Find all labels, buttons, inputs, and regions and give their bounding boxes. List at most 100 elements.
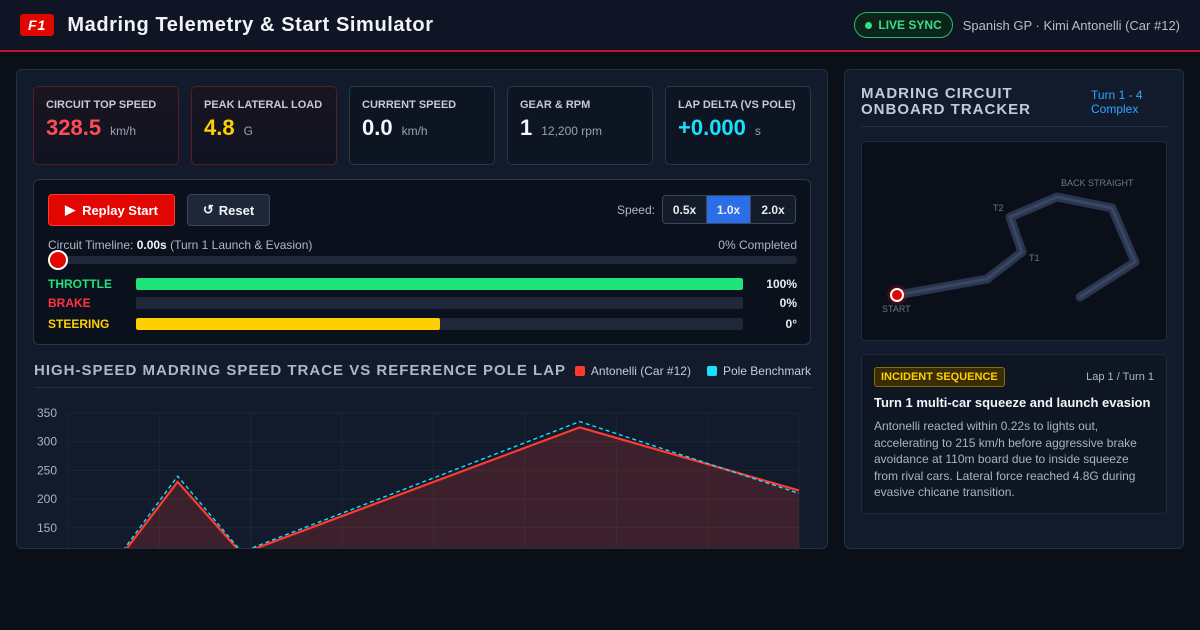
stat-lap-delta: LAP DELTA (VS POLE) +0.000 s: [665, 86, 811, 165]
reset-icon: ↺: [202, 202, 214, 217]
speed-option-1-0x[interactable]: 1.0x: [707, 196, 751, 223]
circuit-map-svg: START T1 T2 BACK STRAIGHT: [882, 178, 1140, 314]
throttle-fill: [136, 278, 743, 290]
stat-value: 328.5: [46, 115, 102, 140]
timeline-thumb[interactable]: [48, 250, 68, 270]
page-title: Madring Telemetry & Start Simulator: [67, 13, 434, 36]
incident-card: INCIDENT SEQUENCE Lap 1 / Turn 1 Turn 1 …: [861, 354, 1167, 514]
y-tick-label: 250: [37, 463, 57, 477]
back-straight-label: BACK STRAIGHT: [1061, 178, 1134, 188]
series-line-pole: [123, 420, 800, 548]
timeline-prefix: Circuit Timeline:: [48, 238, 134, 252]
speed-option-2-0x[interactable]: 2.0x: [751, 196, 795, 223]
live-sync-label: LIVE SYNC: [878, 18, 942, 32]
f1-logo: F1: [20, 14, 55, 36]
brake-track: [136, 297, 743, 309]
y-tick-label: 200: [37, 492, 57, 506]
circuit-map: START T1 T2 BACK STRAIGHT: [861, 141, 1167, 341]
turn-complex-link[interactable]: Turn 1 - 4 Complex: [1091, 88, 1143, 116]
steering-value: 0°: [785, 317, 797, 331]
incident-tag: INCIDENT SEQUENCE: [874, 367, 1005, 387]
stat-value: 1: [520, 115, 533, 140]
reset-label: Reset: [218, 202, 255, 218]
stat-label: CURRENT SPEED: [362, 99, 457, 111]
session-info: Spanish GP · Kimi Antonelli (Car #12): [962, 17, 1180, 33]
legend-swatch: [574, 366, 585, 376]
legend-label: Pole Benchmark: [722, 364, 811, 378]
timeline-slider[interactable]: [48, 250, 797, 270]
stat-unit: G: [243, 124, 253, 138]
stat-top-speed: CIRCUIT TOP SPEED 328.5 km/h: [33, 86, 179, 165]
stat-value: 0.0: [362, 115, 393, 140]
legend-pole: Pole Benchmark: [706, 364, 811, 378]
steering-track: [136, 318, 743, 330]
stat-label: LAP DELTA (VS POLE): [678, 99, 796, 111]
stat-unit: 12,200 rpm: [541, 124, 602, 138]
t1-label: T1: [1029, 253, 1040, 263]
stat-current-speed: CURRENT SPEED 0.0 km/h: [349, 86, 495, 165]
throttle-value: 100%: [766, 277, 797, 291]
timeline-completed: 0% Completed: [718, 238, 797, 252]
brake-value: 0%: [779, 296, 797, 310]
throttle-row: THROTTLE 100%: [48, 277, 797, 291]
simulator-controls: ▶ Replay Start ↺ Reset Speed: 0.5x 1.0x …: [33, 179, 811, 345]
y-tick-label: 350: [37, 406, 57, 420]
chart-legend: Antonelli (Car #12) Pole Benchmark: [574, 364, 811, 378]
stat-unit: s: [754, 124, 761, 138]
throttle-track: [136, 278, 743, 290]
stat-unit: km/h: [401, 124, 428, 138]
series-line-antonelli: [125, 426, 800, 548]
y-tick-label: 300: [37, 435, 57, 449]
app-header: F1 Madring Telemetry & Start Simulator L…: [0, 0, 1200, 52]
telemetry-panel: CIRCUIT TOP SPEED 328.5 km/h PEAK LATERAL…: [16, 69, 828, 549]
stat-label: GEAR & RPM: [520, 99, 591, 111]
stat-value: +0.000: [678, 115, 746, 140]
trace-divider: [34, 387, 812, 388]
steering-row: STEERING 0°: [48, 317, 797, 331]
live-dot-icon: [865, 21, 873, 29]
speed-segmented-control: 0.5x 1.0x 2.0x: [662, 195, 796, 224]
track-outline: [892, 192, 1140, 302]
t2-label: T2: [993, 203, 1004, 213]
stat-lateral-load: PEAK LATERAL LOAD 4.8 G: [191, 86, 337, 165]
series-area-antonelli: [127, 427, 799, 548]
stat-gear-rpm: GEAR & RPM 1 12,200 rpm: [507, 86, 653, 165]
track-centerline: [895, 195, 1137, 299]
speed-trace-title: HIGH-SPEED MADRING SPEED TRACE VS REFERE…: [34, 362, 567, 379]
replay-start-button[interactable]: ▶ Replay Start: [48, 194, 175, 226]
live-sync-badge: LIVE SYNC: [854, 12, 953, 38]
brake-label: BRAKE: [48, 296, 91, 310]
timeline-time: 0.00s: [136, 238, 167, 252]
tracker-title: MADRING CIRCUIT ONBOARD TRACKER: [861, 85, 1031, 118]
brake-row: BRAKE 0%: [48, 296, 797, 310]
car-position-marker: [890, 288, 904, 302]
timeline-info: Circuit Timeline: 0.00s (Turn 1 Launch &…: [48, 238, 797, 252]
tracker-panel: MADRING CIRCUIT ONBOARD TRACKER Turn 1 -…: [844, 69, 1184, 549]
play-icon: ▶: [65, 202, 76, 217]
speed-label: Speed:: [616, 202, 655, 217]
throttle-label: THROTTLE: [48, 277, 112, 291]
stats-row: CIRCUIT TOP SPEED 328.5 km/h PEAK LATERAL…: [33, 86, 811, 165]
start-label: START: [882, 304, 911, 314]
stat-label: PEAK LATERAL LOAD: [204, 99, 323, 111]
incident-body: Antonelli reacted within 0.22s to lights…: [874, 419, 1137, 499]
speed-option-0-5x[interactable]: 0.5x: [663, 196, 707, 223]
speed-trace-chart: 150 200 250 300 350: [37, 406, 800, 548]
replay-label: Replay Start: [82, 202, 158, 218]
y-tick-label: 150: [37, 521, 57, 535]
steering-fill: [136, 318, 440, 330]
stat-value: 4.8: [204, 115, 235, 140]
legend-swatch: [706, 366, 717, 376]
timeline-note: (Turn 1 Launch & Evasion): [170, 238, 313, 252]
legend-antonelli: Antonelli (Car #12): [574, 364, 691, 378]
incident-lap: Lap 1 / Turn 1: [1086, 371, 1154, 383]
speed-selector: Speed: 0.5x 1.0x 2.0x: [617, 195, 796, 224]
stat-label: CIRCUIT TOP SPEED: [46, 99, 157, 111]
incident-heading: Turn 1 multi-car squeeze and launch evas…: [874, 395, 1151, 410]
steering-label: STEERING: [48, 317, 110, 331]
legend-label: Antonelli (Car #12): [590, 364, 691, 378]
reset-button[interactable]: ↺ Reset: [187, 194, 270, 226]
tracker-divider: [861, 126, 1167, 127]
stat-unit: km/h: [110, 124, 137, 138]
timeline-text: Circuit Timeline: 0.00s (Turn 1 Launch &…: [48, 238, 312, 252]
